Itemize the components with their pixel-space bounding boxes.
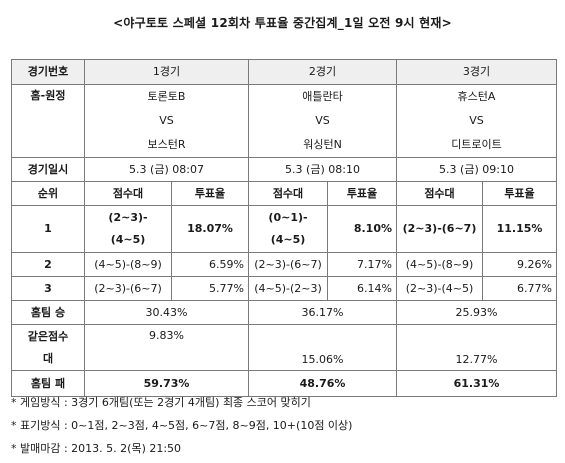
matchup-row: 홈-원정 토론토B VS 보스턴R 애틀란타 VS 워싱턴N 휴스턴A VS 디… bbox=[11, 84, 557, 158]
vote-rate: 6.77% bbox=[482, 276, 557, 301]
score-header: 점수대 bbox=[396, 181, 483, 206]
matchup-game-1: 토론토B VS 보스턴R bbox=[84, 84, 249, 158]
score-range: (2~3)-(6~7) bbox=[396, 205, 483, 253]
column-header-row: 순위 점수대 투표율 점수대 투표율 점수대 투표율 bbox=[11, 181, 557, 206]
home-away-label: 홈-원정 bbox=[11, 84, 85, 158]
game-2-header: 2경기 bbox=[248, 59, 397, 85]
vote-rate: 5.77% bbox=[171, 276, 249, 301]
score-range: (4~5)-(2~3) bbox=[248, 276, 328, 301]
vote-rate: 11.15% bbox=[482, 205, 557, 253]
rank-number: 1 bbox=[11, 205, 85, 253]
score-range-line: (2~3)- bbox=[108, 211, 148, 224]
draw-game-2: 15.06% bbox=[248, 324, 397, 371]
date-game-2: 5.3 (금) 08:10 bbox=[248, 157, 397, 182]
home-win-game-2: 36.17% bbox=[248, 300, 397, 325]
home-team: 애틀란타 bbox=[302, 90, 343, 103]
rank-2-row: 2 (4~5)-(8~9) 6.59% (2~3)-(6~7) 7.17% (4… bbox=[11, 252, 557, 277]
vote-rate: 6.14% bbox=[327, 276, 397, 301]
page-title: <야구토토 스페셜 12회차 투표율 중간집계_1일 오전 9시 현재> bbox=[113, 16, 452, 30]
vote-rate: 18.07% bbox=[171, 205, 249, 253]
home-team: 휴스턴A bbox=[457, 90, 496, 103]
home-team: 토론토B bbox=[147, 90, 186, 103]
home-loss-game-3: 61.31% bbox=[396, 370, 557, 397]
rank-1-row: 1 (2~3)- (4~5) 18.07% (0~1)- (4~5) 8.10%… bbox=[11, 205, 557, 253]
rank-number: 3 bbox=[11, 276, 85, 301]
date-game-3: 5.3 (금) 09:10 bbox=[396, 157, 557, 182]
matchup-game-3: 휴스턴A VS 디트로이트 bbox=[396, 84, 557, 158]
home-win-game-1: 30.43% bbox=[84, 300, 249, 325]
score-range: (2~3)-(6~7) bbox=[84, 276, 172, 301]
rank-3-row: 3 (2~3)-(6~7) 5.77% (4~5)-(2~3) 6.14% (2… bbox=[11, 276, 557, 301]
score-header: 점수대 bbox=[84, 181, 172, 206]
rank-label: 순위 bbox=[11, 181, 85, 206]
footnotes: * 게임방식 : 3경기 6개팀(또는 2경기 4개팀) 최종 스코어 맞히기 … bbox=[11, 391, 352, 460]
rank-number: 2 bbox=[11, 252, 85, 277]
vote-rate: 9.26% bbox=[482, 252, 557, 277]
date-label: 경기일시 bbox=[11, 157, 85, 182]
score-range: (0~1)- (4~5) bbox=[248, 205, 328, 253]
home-win-label: 홈팀 승 bbox=[11, 300, 85, 325]
note-game-method: * 게임방식 : 3경기 6개팀(또는 2경기 4개팀) 최종 스코어 맞히기 bbox=[11, 396, 311, 409]
game-1-header: 1경기 bbox=[84, 59, 249, 85]
vote-rate: 6.59% bbox=[171, 252, 249, 277]
score-range: (4~5)-(8~9) bbox=[84, 252, 172, 277]
draw-label-line: 대 bbox=[42, 351, 54, 365]
away-team: 워싱턴N bbox=[303, 138, 342, 151]
score-range: (2~3)-(6~7) bbox=[248, 252, 328, 277]
home-loss-label: 홈팀 패 bbox=[11, 370, 85, 397]
rate-header: 투표율 bbox=[171, 181, 249, 206]
score-range: (4~5)-(8~9) bbox=[396, 252, 483, 277]
score-header: 점수대 bbox=[248, 181, 328, 206]
away-team: 디트로이트 bbox=[451, 138, 502, 151]
date-game-1: 5.3 (금) 08:07 bbox=[84, 157, 249, 182]
date-row: 경기일시 5.3 (금) 08:07 5.3 (금) 08:10 5.3 (금)… bbox=[11, 157, 557, 182]
vote-rate-table: 경기번호 1경기 2경기 3경기 홈-원정 토론토B VS 보스턴R 애틀란타 … bbox=[11, 59, 557, 397]
vote-rate: 7.17% bbox=[327, 252, 397, 277]
note-sales-deadline: * 발매마감 : 2013. 5. 2(목) 21:50 bbox=[11, 442, 182, 455]
game-3-header: 3경기 bbox=[396, 59, 557, 85]
home-loss-row: 홈팀 패 59.73% 48.76% 61.31% bbox=[11, 370, 557, 397]
matchup-game-2: 애틀란타 VS 워싱턴N bbox=[248, 84, 397, 158]
score-range: (2~3)-(4~5) bbox=[396, 276, 483, 301]
score-range: (2~3)- (4~5) bbox=[84, 205, 172, 253]
rate-header: 투표율 bbox=[482, 181, 557, 206]
draw-game-3: 12.77% bbox=[396, 324, 557, 371]
score-range-line: (4~5) bbox=[110, 233, 146, 246]
draw-label: 같은점수 대 bbox=[11, 324, 85, 371]
versus-text: VS bbox=[159, 114, 174, 127]
vote-rate: 8.10% bbox=[327, 205, 397, 253]
draw-game-1: 9.83% bbox=[84, 324, 249, 371]
game-number-label: 경기번호 bbox=[11, 59, 85, 85]
versus-text: VS bbox=[315, 114, 330, 127]
score-range-line: (0~1)- bbox=[268, 211, 308, 224]
note-notation: * 표기방식 : 0~1점, 2~3점, 4~5점, 6~7점, 8~9점, 1… bbox=[11, 419, 353, 432]
draw-row: 같은점수 대 9.83% 15.06% 12.77% bbox=[11, 324, 557, 371]
home-win-row: 홈팀 승 30.43% 36.17% 25.93% bbox=[11, 300, 557, 325]
away-team: 보스턴R bbox=[147, 138, 186, 151]
home-win-game-3: 25.93% bbox=[396, 300, 557, 325]
versus-text: VS bbox=[469, 114, 484, 127]
draw-label-line: 같은점수 bbox=[27, 329, 69, 343]
home-loss-game-1: 59.73% bbox=[84, 370, 249, 397]
game-number-row: 경기번호 1경기 2경기 3경기 bbox=[11, 59, 557, 85]
rate-header: 투표율 bbox=[327, 181, 397, 206]
score-range-line: (4~5) bbox=[270, 233, 306, 246]
